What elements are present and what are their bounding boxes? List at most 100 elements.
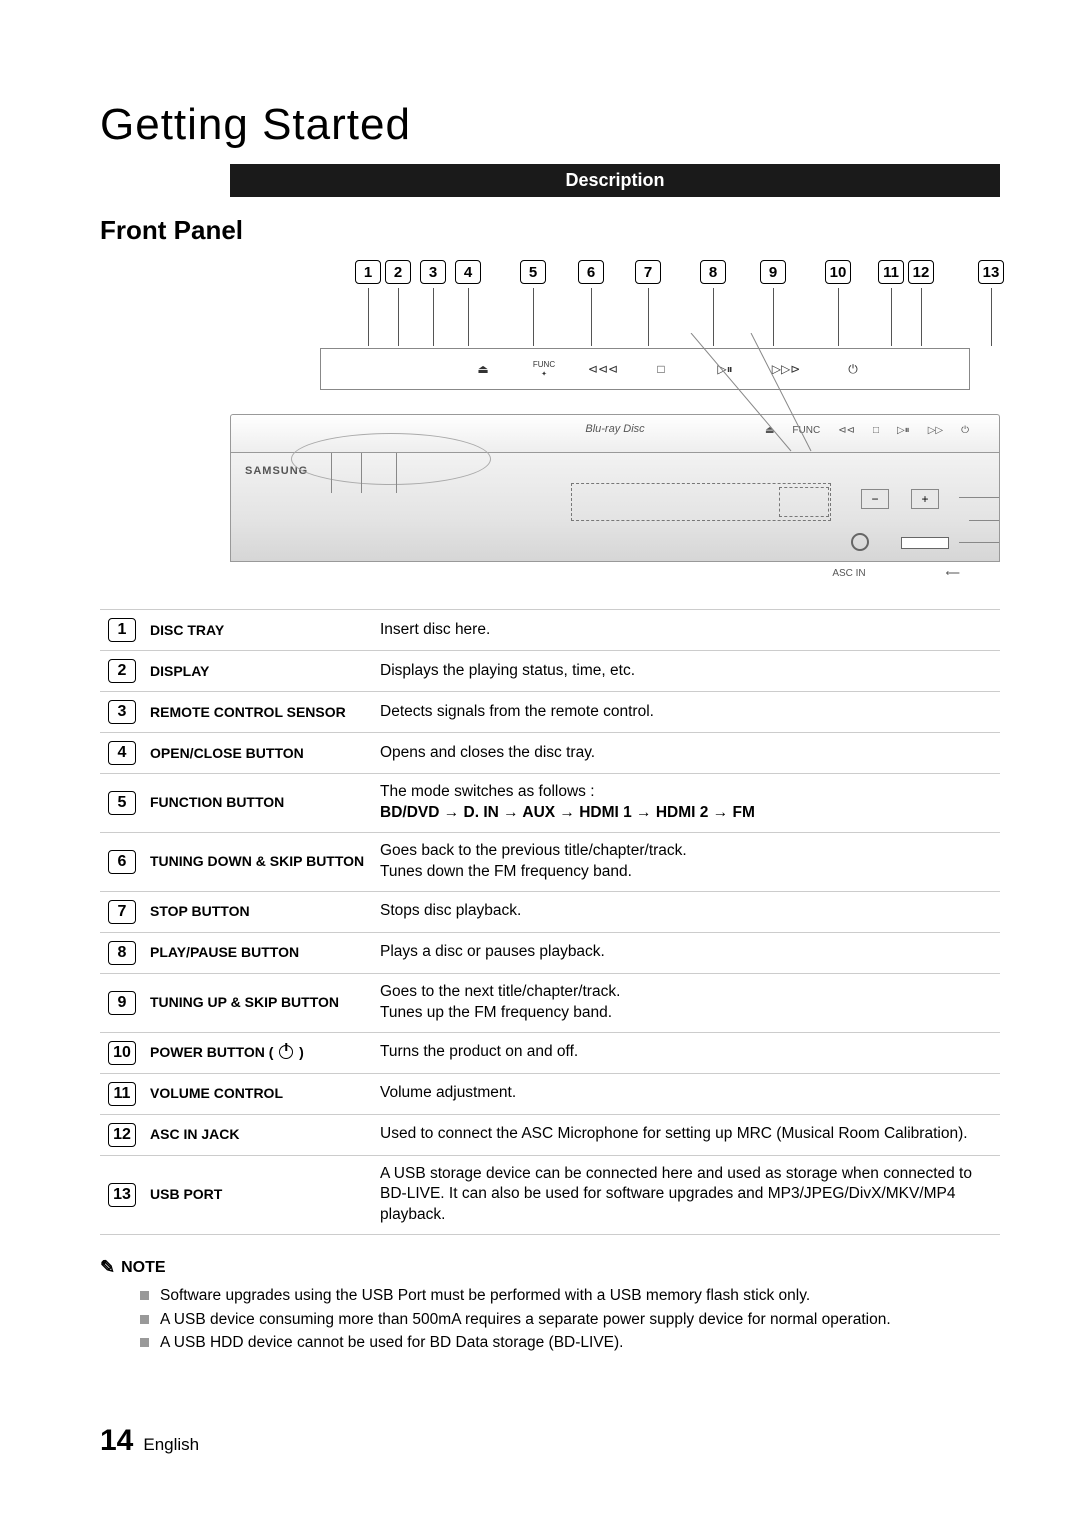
sensor-outline [779,487,829,517]
callout-1: 1 [355,260,381,284]
page-number: 14 [100,1424,133,1458]
panel-button-icon: □ [641,362,681,376]
row-number: 6 [108,850,136,874]
row-number: 12 [108,1123,136,1147]
row-number: 8 [108,941,136,965]
device-top-icon: ⏏ [765,425,774,436]
row-number: 9 [108,991,136,1015]
panel-button-icon: FUNC✦ [524,360,564,378]
part-name: REMOTE CONTROL SENSOR [144,692,374,733]
row-number: 3 [108,700,136,724]
callout-9: 9 [760,260,786,284]
part-description: Goes to the next title/chapter/track.Tun… [374,973,1000,1032]
asc-in-label: ASC IN [832,568,865,579]
part-name: POWER BUTTON ( ) [144,1032,374,1073]
table-row: 10 POWER BUTTON ( )Turns the product on a… [100,1032,1000,1073]
callout-13: 13 [978,260,1004,284]
volume-down: − [861,489,889,509]
disc-tray-outline [291,433,491,485]
panel-button-icon: ▷⏸ [705,362,745,377]
device-top-icon: FUNC [792,425,820,436]
table-row: 13USB PORTA USB storage device can be co… [100,1155,1000,1235]
part-name: STOP BUTTON [144,891,374,932]
note-icon: ✎ [100,1257,115,1278]
part-description: Displays the playing status, time, etc. [374,651,1000,692]
part-name: FUNCTION BUTTON [144,774,374,833]
note-item: Software upgrades using the USB Port mus… [140,1284,1000,1307]
part-description: Opens and closes the disc tray. [374,733,1000,774]
row-number: 11 [108,1082,136,1106]
callout-2: 2 [385,260,411,284]
table-row: 11 VOLUME CONTROLVolume adjustment. [100,1073,1000,1114]
panel-button-icon: ⊲⊲⊲ [583,362,623,376]
table-row: 12 ASC IN JACKUsed to connect the ASC Mic… [100,1114,1000,1155]
part-description: Detects signals from the remote control. [374,692,1000,733]
callout-8: 8 [700,260,726,284]
callout-6: 6 [578,260,604,284]
asc-in-jack [851,533,869,551]
row-number: 1 [108,618,136,642]
part-name: OPEN/CLOSE BUTTON [144,733,374,774]
part-description: Used to connect the ASC Microphone for s… [374,1114,1000,1155]
part-name: VOLUME CONTROL [144,1073,374,1114]
parts-table: 1 DISC TRAYInsert disc here. 2 DISPLAYDispl… [100,609,1000,1235]
table-row: 3 REMOTE CONTROL SENSORDetects signals fr… [100,692,1000,733]
note-item: A USB HDD device cannot be used for BD D… [140,1331,1000,1354]
panel-button-icon: ▷▷⊳ [766,362,806,376]
description-bar: Description [230,164,1000,197]
usb-arrow-icon: ⟵ [946,568,960,579]
usb-port [901,537,949,549]
part-name: USB PORT [144,1155,374,1235]
part-description: Stops disc playback. [374,891,1000,932]
row-number: 10 [108,1041,136,1065]
table-row: 5 FUNCTION BUTTONThe mode switches as fol… [100,774,1000,833]
section-title: Front Panel [100,215,1000,246]
chapter-title: Getting Started [100,100,1000,150]
device-top-icon: ⏻ [961,425,969,436]
panel-button-icon: ⏏ [463,362,503,376]
callout-10: 10 [825,260,851,284]
part-name: PLAY/PAUSE BUTTON [144,932,374,973]
part-description: Goes back to the previous title/chapter/… [374,832,1000,891]
callout-4: 4 [455,260,481,284]
power-icon [279,1045,293,1059]
volume-up: + [911,489,939,509]
device-top-icon: ▷▷ [928,425,943,436]
device-top-icon: □ [873,425,879,436]
part-description: Turns the product on and off. [374,1032,1000,1073]
part-description: Volume adjustment. [374,1073,1000,1114]
part-name: TUNING UP & SKIP BUTTON [144,973,374,1032]
page-language: English [143,1435,199,1455]
note-label: NOTE [121,1259,165,1277]
part-description: Insert disc here. [374,610,1000,651]
callout-11: 11 [878,260,904,284]
front-panel-diagram: 12345678910111213 ⏏FUNC✦⊲⊲⊲□▷⏸▷▷⊳⏻ Blu-r… [230,260,1000,579]
callout-7: 7 [635,260,661,284]
row-number: 5 [108,791,136,815]
table-row: 1 DISC TRAYInsert disc here. [100,610,1000,651]
table-row: 4 OPEN/CLOSE BUTTONOpens and closes the d… [100,733,1000,774]
callout-5: 5 [520,260,546,284]
note-item: A USB device consuming more than 500mA r… [140,1308,1000,1331]
part-name: DISC TRAY [144,610,374,651]
part-name: ASC IN JACK [144,1114,374,1155]
table-row: 9 TUNING UP & SKIP BUTTONGoes to the next… [100,973,1000,1032]
row-number: 7 [108,900,136,924]
device-top-icon: ▷⏸ [897,425,910,436]
part-name: TUNING DOWN & SKIP BUTTON [144,832,374,891]
note-section: ✎ NOTE Software upgrades using the USB P… [100,1257,1000,1354]
part-description: The mode switches as follows :BD/DVD → D… [374,774,1000,833]
row-number: 13 [108,1183,136,1207]
table-row: 7 STOP BUTTONStops disc playback. [100,891,1000,932]
table-row: 6 TUNING DOWN & SKIP BUTTONGoes back to t… [100,832,1000,891]
table-row: 8 PLAY/PAUSE BUTTONPlays a disc or pauses… [100,932,1000,973]
callout-3: 3 [420,260,446,284]
row-number: 2 [108,659,136,683]
table-row: 2 DISPLAYDisplays the playing status, tim… [100,651,1000,692]
callout-12: 12 [908,260,934,284]
part-description: Plays a disc or pauses playback. [374,932,1000,973]
part-name: DISPLAY [144,651,374,692]
row-number: 4 [108,741,136,765]
panel-button-icon: ⏻ [833,362,873,377]
device-top-icon: ⊲⊲ [838,425,855,436]
